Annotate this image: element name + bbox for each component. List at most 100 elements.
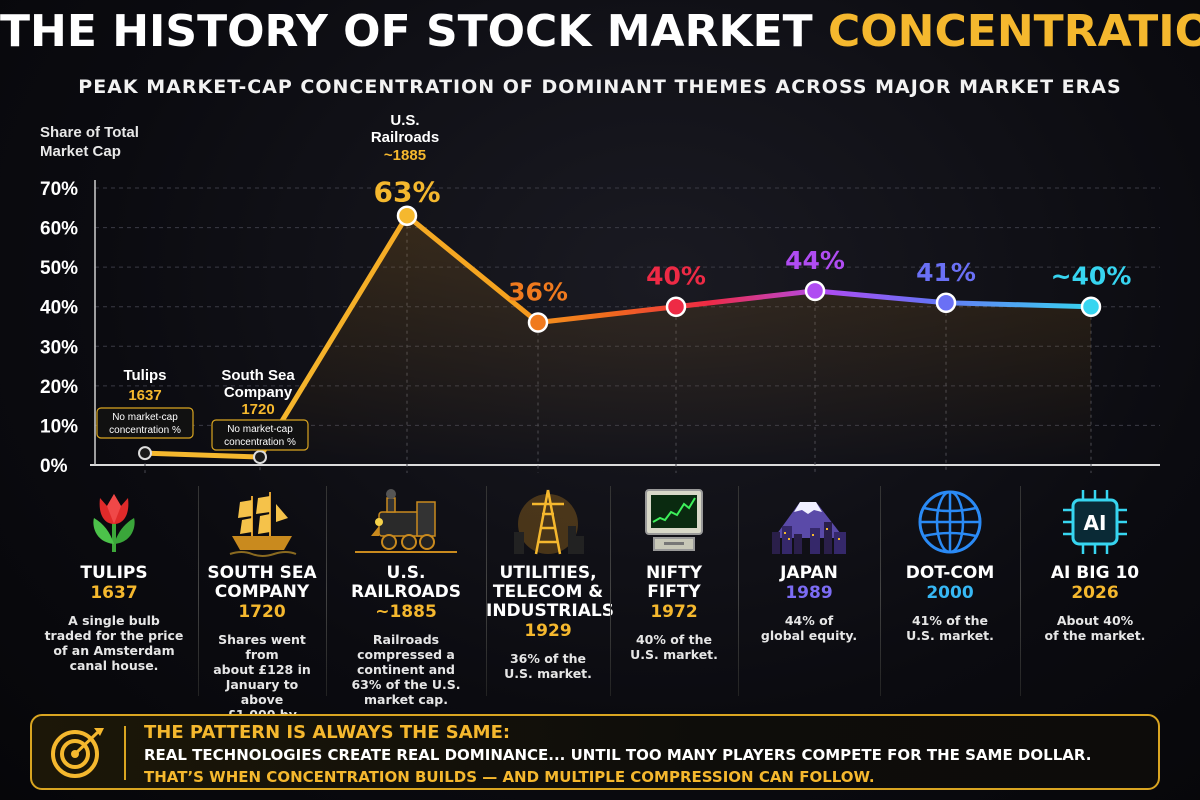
era-description: Railroads compressed a continent and 63% of… — [326, 632, 486, 707]
era-year: 1929 — [524, 621, 572, 641]
title-highlight: CONCENTRATION — [827, 6, 1200, 57]
era-column: NIFTY FIFTY 1972 40% of the U.S. market. — [610, 478, 738, 708]
data-point — [396, 205, 418, 226]
era-separator — [880, 486, 881, 696]
data-label: 41% — [916, 258, 976, 287]
era-name-line: JAPAN — [780, 563, 838, 583]
data-label: 63% — [373, 176, 440, 209]
era-name-block: JAPAN 1989 44% of global equity. — [738, 563, 880, 644]
era-description-line: U.S. market. — [630, 647, 718, 662]
era-description-line: 41% of the — [911, 613, 988, 628]
era-column: JAPAN 1989 44% of global equity. — [738, 478, 880, 708]
y-tick-label: 50% — [40, 258, 78, 279]
era-column: UTILITIES, TELECOM & INDUSTRIALS 1929 36% of… — [486, 478, 614, 708]
y-tick-label: 0% — [40, 456, 68, 477]
era-description: 40% of the U.S. market. — [610, 632, 738, 662]
era-description-line: compressed a — [357, 647, 455, 662]
title-main: THE HISTORY OF STOCK MARKET — [0, 6, 813, 57]
southsea-point-year: 1720 — [241, 401, 274, 418]
era-column: DOT-COM 2000 41% of the U.S. market. — [880, 478, 1020, 708]
era-separator — [198, 486, 199, 696]
era-separator — [486, 486, 487, 696]
y-tick-label: 70% — [40, 179, 78, 200]
mount-fuji-icon — [738, 482, 880, 562]
era-description-line: Railroads — [372, 632, 440, 647]
era-description-line: market cap. — [364, 692, 448, 707]
era-separator — [326, 486, 327, 696]
era-name-block: AI BIG 10 2026 About 40% of the market. — [1020, 563, 1170, 644]
era-description: About 40% of the market. — [1020, 613, 1170, 643]
era-year: 1989 — [785, 583, 833, 603]
ship-icon — [198, 482, 326, 562]
chart-area-glow — [260, 215, 1091, 465]
y-tick-label: 60% — [40, 219, 78, 240]
era-year: 2000 — [926, 583, 974, 603]
note-box — [211, 419, 309, 451]
era-description-line: continent and — [356, 662, 456, 677]
power-tower-icon — [486, 482, 610, 562]
era-description-line: Shares went from — [218, 632, 306, 662]
computer-monitor-icon — [610, 482, 738, 562]
era-name-block: TULIPS 1637 A single bulb traded for the pr… — [30, 563, 198, 674]
era-description-line: About 40% — [1056, 613, 1134, 628]
tulip-icon — [30, 482, 198, 562]
note-text: No market-cap — [227, 424, 293, 435]
era-name-block: UTILITIES, TELECOM & INDUSTRIALS 1929 36% of… — [486, 563, 614, 682]
data-label: 44% — [785, 246, 845, 275]
data-point — [138, 446, 152, 461]
era-name-line: U.S. — [386, 563, 426, 583]
y-axis-ticks: 0% 10% 20% 30% 40% 50% 60% 70% — [40, 179, 78, 477]
data-label: 36% — [508, 278, 568, 307]
era-name-line: TULIPS — [80, 563, 148, 583]
era-name-line: INDUSTRIALS — [486, 601, 614, 621]
rail-point-year: ~1885 — [384, 147, 426, 164]
tulips-point-name: Tulips — [123, 367, 166, 384]
era-name-line: RAILROADS — [350, 582, 461, 602]
y-tick-label: 30% — [40, 337, 78, 358]
y-tick-label: 10% — [40, 416, 78, 437]
era-separator — [738, 486, 739, 696]
era-description-line: 63% of the U.S. — [351, 677, 461, 692]
era-column: AI AI BIG 10 2026 About 40% of the market. — [1020, 478, 1170, 708]
data-point — [935, 292, 957, 314]
banner-line-2: REAL TECHNOLOGIES CREATE REAL DOMINANCE.… — [144, 746, 1092, 764]
era-year: 2026 — [1071, 583, 1119, 603]
tulips-point-year: 1637 — [128, 387, 161, 404]
pattern-banner: THE PATTERN IS ALWAYS THE SAME: REAL TEC… — [30, 714, 1160, 790]
era-description: 44% of global equity. — [738, 613, 880, 643]
data-point — [253, 450, 267, 465]
svg-text:AI: AI — [1084, 511, 1107, 535]
note-text: No market-cap — [112, 412, 178, 423]
era-description-line: 44% of — [784, 613, 834, 628]
era-name-line: FIFTY — [647, 582, 701, 602]
early-segment — [142, 450, 263, 460]
era-name-line: SOUTH SEA — [207, 563, 317, 583]
era-description-line: 36% of the — [509, 651, 586, 666]
train-icon — [326, 482, 486, 562]
era-name-line: DOT-COM — [905, 563, 995, 583]
target-icon — [51, 728, 104, 778]
chart-points: No market-cap concentration % No market-ca… — [96, 176, 1131, 465]
era-column: TULIPS 1637 A single bulb traded for the pr… — [30, 478, 198, 708]
banner-line-3: THAT’S WHEN CONCENTRATION BUILDS — AND M… — [144, 768, 875, 786]
era-name-line: UTILITIES, — [499, 563, 597, 583]
era-name-line: COMPANY — [214, 582, 310, 602]
era-description: A single bulb traded for the price of an A… — [30, 613, 198, 673]
page-title: THE HISTORY OF STOCK MARKET CONCENTRATIO… — [0, 6, 1200, 57]
era-description-line: global equity. — [760, 628, 858, 643]
era-description-line: about £128 in — [213, 662, 311, 677]
note-box — [96, 407, 194, 439]
era-name-line: AI BIG 10 — [1050, 563, 1140, 583]
era-year: 1720 — [238, 602, 286, 622]
concentration-line-chart: 0% 10% 20% 30% 40% 50% 60% 70% No market-cap con… — [40, 112, 1160, 477]
chart-labels: Tulips 1637 South Sea Company 1720 U.S. … — [123, 112, 439, 418]
y-tick-label: 40% — [40, 298, 78, 319]
era-year: 1637 — [90, 583, 138, 603]
era-separator — [610, 486, 611, 696]
era-name-block: DOT-COM 2000 41% of the U.S. market. — [880, 563, 1020, 644]
southsea-point-name-1: South Sea — [221, 367, 295, 384]
data-point — [804, 280, 826, 302]
era-year: 1972 — [650, 602, 698, 622]
era-description-line: of an Amsterdam — [53, 643, 175, 658]
